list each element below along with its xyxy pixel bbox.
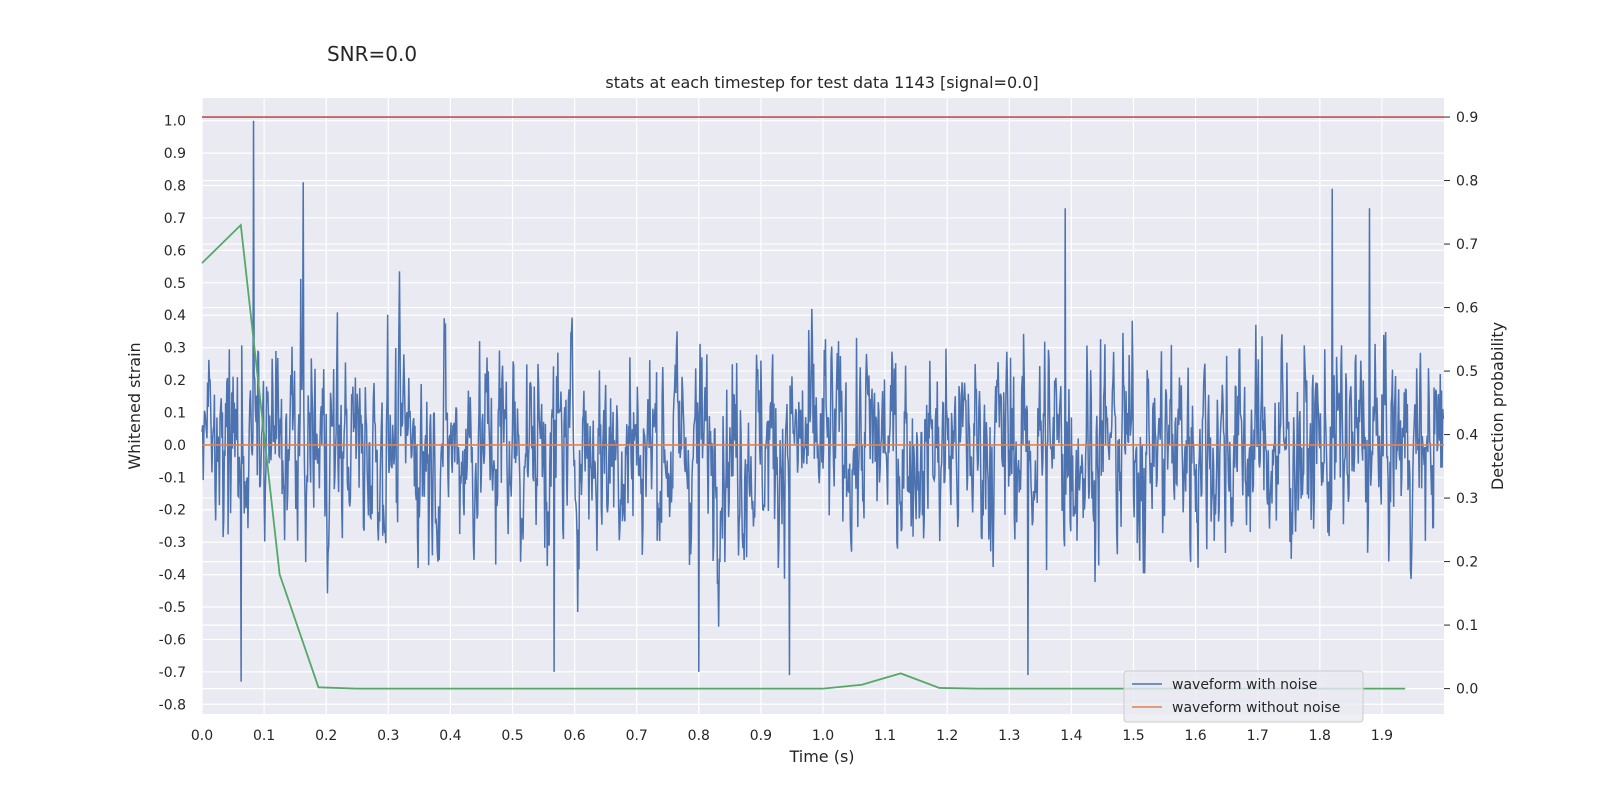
y-tick-label: -0.4 <box>159 568 186 584</box>
y2-tick-label: 0.8 <box>1456 174 1478 190</box>
x-axis-label: Time (s) <box>788 747 854 766</box>
x-tick-label: 0.5 <box>501 728 523 744</box>
x-axis-ticks: 0.0 0.1 0.2 0.3 0.4 0.5 0.6 0.7 0.8 0.9 1.0 1.1 1.2 1… <box>191 728 1393 744</box>
y2-tick-label: 0.1 <box>1456 618 1478 634</box>
legend-label-clean: waveform without noise <box>1172 700 1340 716</box>
x-tick-label: 1.5 <box>1122 728 1144 744</box>
y-tick-label: -0.2 <box>159 503 186 519</box>
x-tick-label: 1.4 <box>1060 728 1082 744</box>
y-tick-label: 0.8 <box>164 179 186 195</box>
y-tick-label: 0.9 <box>164 146 186 162</box>
y-tick-label: 1.0 <box>164 114 186 130</box>
y2-tick-label: 0.2 <box>1456 555 1478 571</box>
y-tick-label: 0.3 <box>164 341 186 357</box>
y-tick-label: 0.5 <box>164 276 186 292</box>
y-tick-label: -0.8 <box>159 697 186 713</box>
chart-title: stats at each timestep for test data 114… <box>605 73 1038 92</box>
x-tick-label: 1.9 <box>1371 728 1393 744</box>
legend-box <box>1123 670 1364 723</box>
suptitle: SNR=0.0 <box>327 42 417 66</box>
y-tick-label: -0.7 <box>159 665 186 681</box>
x-tick-label: 0.9 <box>750 728 772 744</box>
x-tick-label: 1.1 <box>874 728 896 744</box>
y2-tick-label: 0.4 <box>1456 428 1478 444</box>
y2-tick-label: 0.3 <box>1456 491 1478 507</box>
x-tick-label: 0.0 <box>191 728 213 744</box>
x-tick-label: 0.1 <box>253 728 275 744</box>
x-tick-label: 1.6 <box>1184 728 1206 744</box>
legend-label-noise: waveform with noise <box>1172 677 1317 693</box>
y2-tick-label: 0.9 <box>1456 110 1478 126</box>
x-tick-label: 1.3 <box>998 728 1020 744</box>
y2-axis-label: Detection probability <box>1488 322 1507 490</box>
x-tick-label: 1.0 <box>812 728 834 744</box>
legend: waveform with noise waveform without noi… <box>1123 670 1364 723</box>
y-axis-label: Whitened strain <box>125 342 144 469</box>
x-tick-label: 0.3 <box>377 728 399 744</box>
x-tick-label: 0.7 <box>626 728 648 744</box>
x-tick-label: 1.2 <box>936 728 958 744</box>
y-tick-label: 0.7 <box>164 211 186 227</box>
y-tick-label: 0.0 <box>164 438 186 454</box>
y-axis-ticks: 1.0 0.9 0.8 0.7 0.6 0.5 0.4 0.3 0.2 0.1 0.0 -0.1 -0.… <box>159 114 186 714</box>
y-tick-label: -0.3 <box>159 535 186 551</box>
y-tick-label: -0.5 <box>159 600 186 616</box>
x-tick-label: 0.4 <box>439 728 461 744</box>
x-tick-label: 0.2 <box>315 728 337 744</box>
y2-tick-label: 0.6 <box>1456 301 1478 317</box>
x-tick-label: 1.8 <box>1309 728 1331 744</box>
y-tick-label: 0.6 <box>164 243 186 259</box>
waveform-with-noise-series <box>201 120 1445 682</box>
y-tick-label: -0.1 <box>159 470 186 486</box>
y-tick-label: -0.6 <box>159 632 186 648</box>
y-tick-label: 0.2 <box>164 373 186 389</box>
x-tick-label: 0.8 <box>688 728 710 744</box>
y-tick-label: 0.4 <box>164 308 186 324</box>
y2-tick-label: 0.0 <box>1456 682 1478 698</box>
y-tick-label: 0.1 <box>164 405 186 421</box>
x-tick-label: 0.6 <box>563 728 585 744</box>
y2-tick-label: 0.7 <box>1456 237 1478 253</box>
x-tick-label: 1.7 <box>1247 728 1269 744</box>
noisy-waveform-line <box>201 120 1445 682</box>
y2-tick-label: 0.5 <box>1456 364 1478 380</box>
y2-axis-ticks: 0.9 0.8 0.7 0.6 0.5 0.4 0.3 0.2 0.1 0.0 <box>1444 110 1478 698</box>
